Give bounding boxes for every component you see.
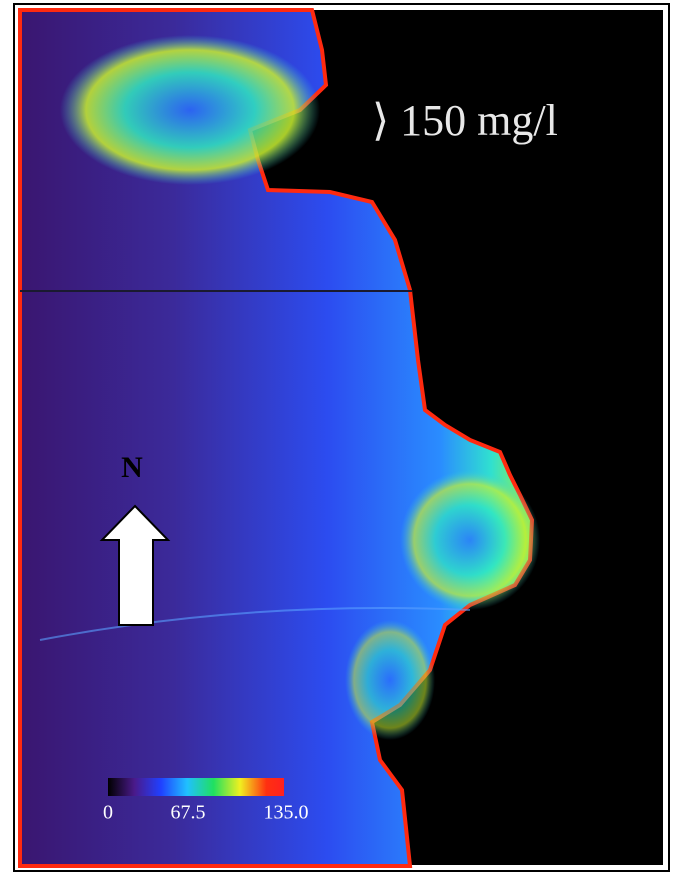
legend-label: 67.5	[171, 802, 206, 824]
scene-seam	[39, 607, 471, 641]
outer-frame	[13, 3, 670, 872]
legend-label: 0	[103, 802, 113, 824]
north-arrow	[99, 504, 171, 626]
annotation: ⟩ 150 mg/l	[372, 96, 558, 145]
sediment-plume	[60, 35, 320, 185]
legend-label: 135.0	[264, 802, 309, 824]
north-label: N	[121, 451, 143, 484]
color-bar	[108, 778, 284, 796]
sediment-plume	[400, 470, 540, 610]
sediment-plume	[345, 620, 435, 740]
